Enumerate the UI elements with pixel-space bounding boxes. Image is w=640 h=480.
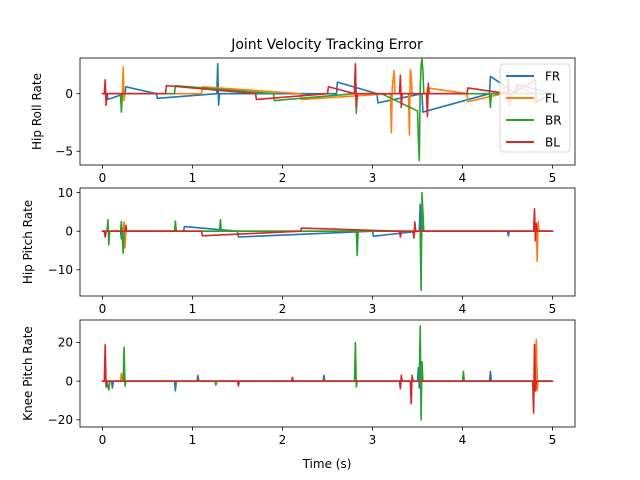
panel-hip-roll-xtick-label-0: 0 bbox=[99, 171, 107, 185]
panel-hip-roll-xtick-label-1: 1 bbox=[189, 171, 197, 185]
panel-hip-roll-ytick-label--5: −5 bbox=[55, 144, 73, 158]
panel-hip-pitch-xtick-label-5: 5 bbox=[549, 302, 557, 316]
legend: FR FL BR BL bbox=[499, 63, 571, 153]
panel-knee-pitch-series-br bbox=[101, 325, 554, 421]
panel-hip-pitch-xtick-label-3: 3 bbox=[369, 302, 377, 316]
panel-hip-pitch-ylabel: Hip Pitch Rate bbox=[21, 200, 35, 284]
panel-hip-pitch-ytick-label--10: −10 bbox=[48, 263, 73, 277]
panel-hip-roll-series-bl bbox=[101, 62, 554, 118]
legend-label-bl: BL bbox=[545, 135, 560, 149]
panel-hip-roll-xtick-label-2: 2 bbox=[279, 171, 287, 185]
panel-hip-roll: 0 1 2 3 4 5 −5 0 Hip Roll Rate bbox=[30, 57, 576, 185]
panel-hip-roll-ylabel: Hip Roll Rate bbox=[30, 73, 44, 150]
panel-hip-roll-xtick-label-5: 5 bbox=[549, 171, 557, 185]
panel-knee-pitch-xtick-label-2: 2 bbox=[279, 433, 287, 447]
panel-hip-pitch-ticks: 0 1 2 3 4 5 −10 0 10 bbox=[48, 186, 557, 316]
panel-hip-pitch-xtick-label-0: 0 bbox=[99, 302, 107, 316]
panel-knee-pitch-series-fr bbox=[101, 341, 554, 392]
panel-knee-pitch-xtick-label-5: 5 bbox=[549, 433, 557, 447]
panel-hip-pitch-ytick-label-0: 0 bbox=[65, 225, 73, 239]
panel-knee-pitch: 0 1 2 3 4 5 −20 0 20 Knee Pitch Rate bbox=[21, 319, 576, 447]
x-axis-label: Time (s) bbox=[302, 457, 352, 471]
chart-title: Joint Velocity Tracking Error bbox=[230, 37, 423, 53]
legend-label-fl: FL bbox=[545, 91, 559, 105]
panel-hip-pitch-series-fr bbox=[101, 203, 554, 248]
panel-hip-pitch-series-fl bbox=[101, 220, 554, 263]
panel-hip-roll-series-fl bbox=[101, 66, 554, 136]
panel-hip-pitch: 0 1 2 3 4 5 −10 0 10 Hip Pitch Rate bbox=[21, 186, 576, 316]
panel-hip-roll-xtick-label-4: 4 bbox=[459, 171, 467, 185]
panel-hip-roll-frame bbox=[79, 57, 576, 166]
panel-knee-pitch-ytick-label-20: 20 bbox=[58, 336, 73, 350]
panel-knee-pitch-series-fl bbox=[101, 338, 554, 392]
panel-knee-pitch-series-bl bbox=[101, 343, 554, 414]
panel-knee-pitch-ticks: 0 1 2 3 4 5 −20 0 20 bbox=[48, 336, 557, 447]
panel-hip-pitch-xtick-label-2: 2 bbox=[279, 302, 287, 316]
legend-label-fr: FR bbox=[545, 69, 560, 83]
panel-hip-pitch-frame bbox=[79, 187, 576, 297]
panel-hip-roll-lines bbox=[101, 58, 554, 162]
panel-knee-pitch-ytick-label-0: 0 bbox=[65, 374, 73, 388]
panel-knee-pitch-ytick-label--20: −20 bbox=[48, 413, 73, 427]
panel-hip-roll-ytick-label-0: 0 bbox=[65, 87, 73, 101]
panel-hip-pitch-series-bl bbox=[101, 208, 554, 242]
panel-hip-pitch-xtick-label-4: 4 bbox=[459, 302, 467, 316]
panel-knee-pitch-ylabel: Knee Pitch Rate bbox=[21, 326, 35, 421]
panel-hip-roll-ticks: 0 1 2 3 4 5 −5 0 bbox=[55, 87, 556, 185]
panel-knee-pitch-xtick-label-4: 4 bbox=[459, 433, 467, 447]
panel-hip-pitch-lines bbox=[101, 191, 554, 292]
panel-hip-pitch-series-br bbox=[101, 191, 554, 292]
panel-hip-pitch-xtick-label-1: 1 bbox=[189, 302, 197, 316]
panel-knee-pitch-xtick-label-1: 1 bbox=[189, 433, 197, 447]
legend-box bbox=[499, 63, 571, 153]
panel-knee-pitch-xtick-label-3: 3 bbox=[369, 433, 377, 447]
panel-knee-pitch-lines bbox=[101, 325, 554, 421]
panel-hip-roll-series-fr bbox=[101, 62, 554, 113]
panel-hip-pitch-ytick-label-10: 10 bbox=[58, 186, 73, 200]
legend-label-br: BR bbox=[545, 113, 562, 127]
panel-hip-roll-xtick-label-3: 3 bbox=[369, 171, 377, 185]
panel-hip-roll-series-br bbox=[101, 58, 554, 162]
panel-knee-pitch-xtick-label-0: 0 bbox=[99, 433, 107, 447]
panel-knee-pitch-frame bbox=[79, 319, 576, 428]
